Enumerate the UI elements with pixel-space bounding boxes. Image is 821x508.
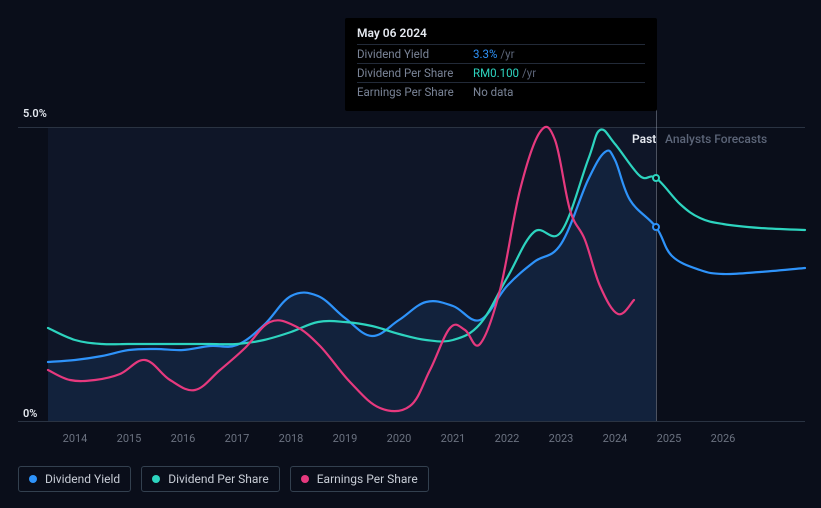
tooltip-row: Dividend Per ShareRM0.100/yr [357,63,645,82]
dividend_per_share-hover-marker [652,174,660,182]
x-axis-tick: 2020 [387,432,412,445]
tooltip-row-unit: /yr [522,66,536,80]
x-axis-tick: 2017 [225,432,250,445]
dividend_yield-hover-marker [652,223,660,231]
tooltip-row-label: Earnings Per Share [357,85,473,99]
tooltip-row-label: Dividend Yield [357,47,473,61]
tooltip-date: May 06 2024 [357,26,645,40]
x-axis-tick: 2019 [333,432,358,445]
legend-dot-icon [152,475,160,483]
tooltip-row-value: No data [473,85,513,99]
legend-item-dividend-per-share[interactable]: Dividend Per Share [141,466,280,492]
legend-item-earnings-per-share[interactable]: Earnings Per Share [290,466,429,492]
legend-item-label: Dividend Yield [45,472,120,486]
tooltip-row: Earnings Per ShareNo data [357,82,645,101]
x-axis-tick: 2015 [117,432,142,445]
x-axis-tick: 2023 [549,432,574,445]
x-axis-tick: 2022 [495,432,520,445]
x-axis-tick: 2014 [63,432,88,445]
x-axis-tick: 2024 [603,432,628,445]
band-label: Past [632,132,656,146]
legend-dot-icon [301,475,309,483]
x-axis-tick: 2018 [279,432,304,445]
tooltip-row-value: RM0.100 [473,66,519,80]
legend-dot-icon [29,475,37,483]
x-axis-tick: 2021 [441,432,466,445]
x-axis-tick: 2025 [657,432,682,445]
dividend-chart: May 06 2024 Dividend Yield3.3%/yrDividen… [0,0,821,508]
y-axis-tick: 0% [23,407,37,420]
tooltip-row: Dividend Yield3.3%/yr [357,44,645,63]
band-label: Analysts Forecasts [665,132,767,146]
x-axis-tick: 2026 [711,432,736,445]
legend-item-dividend-yield[interactable]: Dividend Yield [18,466,131,492]
legend: Dividend Yield Dividend Per Share Earnings… [18,466,429,492]
x-axis-tick: 2016 [171,432,196,445]
legend-item-label: Dividend Per Share [168,472,269,486]
tooltip-row-unit: /yr [500,47,514,61]
legend-item-label: Earnings Per Share [317,472,418,486]
tooltip-row-value: 3.3% [473,47,497,61]
tooltip-row-label: Dividend Per Share [357,66,473,80]
hover-tooltip: May 06 2024 Dividend Yield3.3%/yrDividen… [345,18,657,111]
y-axis-tick: 5.0% [23,107,47,120]
